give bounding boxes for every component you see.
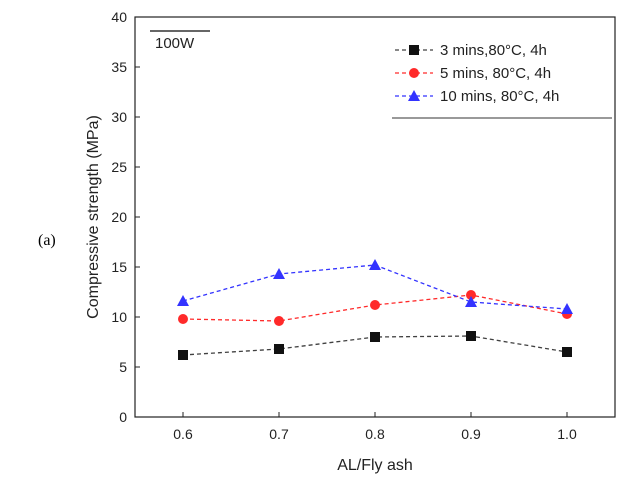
y-tick-label: 20 — [111, 209, 127, 225]
data-point-s2-3 — [465, 296, 477, 307]
y-tick-label: 10 — [111, 309, 127, 325]
legend-label-2: 10 mins, 80°C, 4h — [440, 88, 559, 105]
data-point-s2-2 — [369, 259, 381, 270]
data-point-s0-0 — [178, 350, 188, 360]
data-point-s0-1 — [274, 344, 284, 354]
y-tick-label: 5 — [119, 359, 127, 375]
data-point-s0-3 — [466, 331, 476, 341]
y-tick-label: 0 — [119, 409, 127, 425]
y-tick-label: 35 — [111, 59, 127, 75]
x-tick-label: 0.6 — [173, 426, 193, 442]
x-axis-ticks: 0.6 0.7 0.8 0.9 1.0 — [173, 412, 577, 442]
x-tick-label: 0.9 — [461, 426, 481, 442]
panel-label: (a) — [38, 232, 56, 249]
series-2 — [177, 259, 573, 314]
legend-marker-0 — [409, 45, 419, 55]
data-point-s1-1 — [274, 316, 284, 326]
data-point-s2-0 — [177, 295, 189, 306]
legend-marker-1 — [409, 68, 419, 78]
y-tick-label: 30 — [111, 109, 127, 125]
legend-label-1: 5 mins, 80°C, 4h — [440, 65, 551, 82]
y-tick-label: 40 — [111, 9, 127, 25]
legend-label-0: 3 mins,80°C, 4h — [440, 42, 547, 59]
data-point-s2-4 — [561, 303, 573, 314]
x-tick-label: 1.0 — [557, 426, 577, 442]
x-tick-label: 0.8 — [365, 426, 385, 442]
legend: 3 mins,80°C, 4h 5 mins, 80°C, 4h 10 mins, … — [392, 42, 612, 119]
data-series — [177, 259, 573, 360]
series-1 — [178, 290, 572, 326]
series-line-1 — [182, 294, 568, 322]
y-axis-label: Compressive strength (MPa) — [85, 115, 102, 319]
data-point-s1-3 — [466, 290, 476, 300]
y-axis-ticks: 0 5 10 15 20 25 30 35 40 — [111, 9, 140, 425]
series-0 — [178, 331, 572, 360]
data-point-s0-2 — [370, 332, 380, 342]
data-point-s0-4 — [562, 347, 572, 357]
legend-marker-2 — [408, 90, 420, 101]
data-point-s2-1 — [273, 268, 285, 279]
x-axis-label: AL/Fly ash — [337, 457, 413, 474]
y-tick-label: 25 — [111, 159, 127, 175]
data-point-s1-0 — [178, 314, 188, 324]
data-point-s1-2 — [370, 300, 380, 310]
annotation-text: 100W — [155, 35, 195, 52]
y-tick-label: 15 — [111, 259, 127, 275]
x-tick-label: 0.7 — [269, 426, 289, 442]
